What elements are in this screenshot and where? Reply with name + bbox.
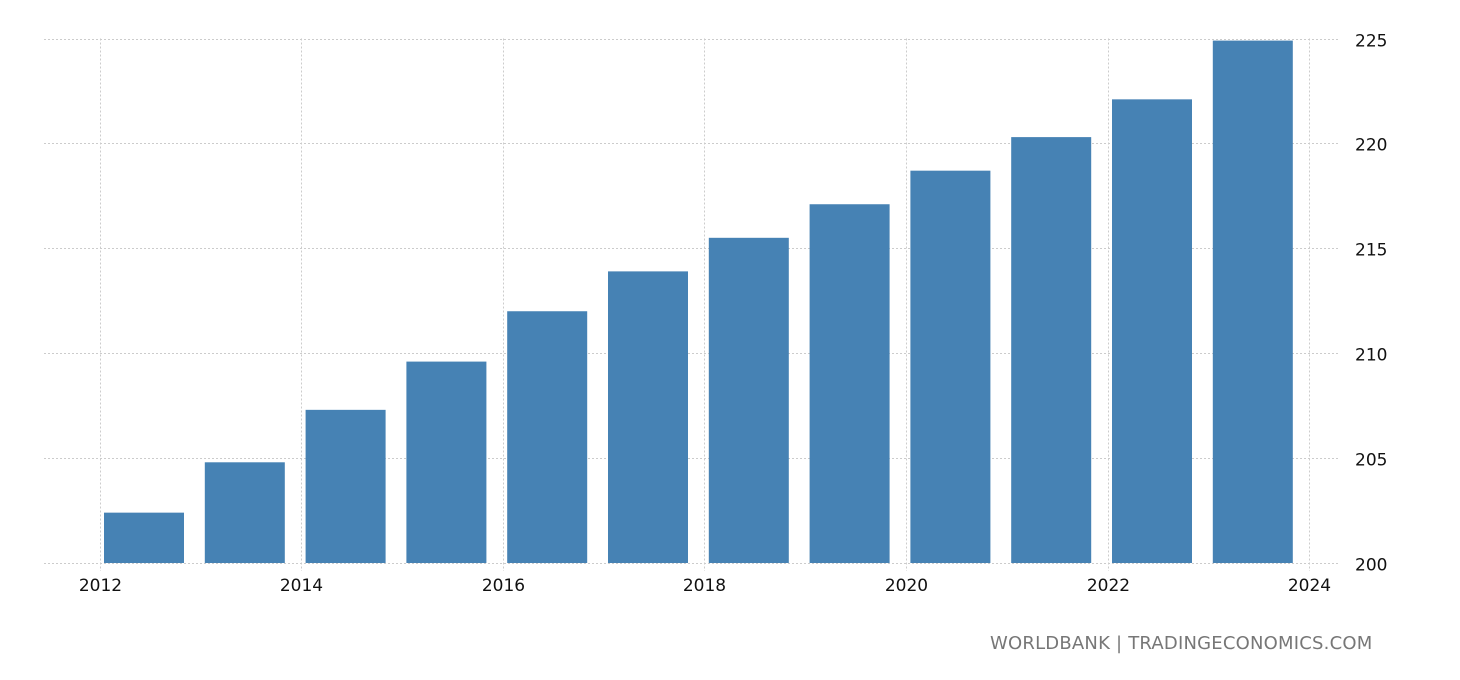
y-tick-label: 210: [1355, 346, 1387, 366]
bar-2016: [507, 311, 588, 563]
y-tick-label: 225: [1355, 32, 1387, 52]
bar-2012: [104, 512, 184, 563]
bar-2014: [305, 409, 386, 563]
x-tick-label: 2012: [79, 576, 122, 596]
bar-2013: [204, 462, 285, 563]
source-label: WORLDBANK | TRADINGECONOMICS.COM: [990, 633, 1373, 654]
x-tick-label: 2018: [683, 576, 726, 596]
x-tick-label: 2024: [1288, 576, 1331, 596]
y-tick-label: 215: [1355, 241, 1387, 261]
bar-2021: [1011, 137, 1092, 563]
y-tick-label: 220: [1355, 136, 1387, 156]
bar-2018: [708, 237, 789, 563]
x-tick-label: 2022: [1087, 576, 1130, 596]
x-tick-label: 2020: [885, 576, 928, 596]
bar-2020: [910, 170, 991, 563]
bar-2017: [608, 271, 688, 563]
bar-2023: [1212, 40, 1293, 563]
x-tick-label: 2016: [482, 576, 525, 596]
x-tick-label: 2014: [280, 576, 323, 596]
bar-2022: [1112, 99, 1192, 563]
bar-2019: [809, 204, 890, 563]
y-tick-label: 205: [1355, 451, 1387, 471]
bar-2015: [406, 361, 487, 563]
y-tick-label: 200: [1355, 556, 1387, 576]
